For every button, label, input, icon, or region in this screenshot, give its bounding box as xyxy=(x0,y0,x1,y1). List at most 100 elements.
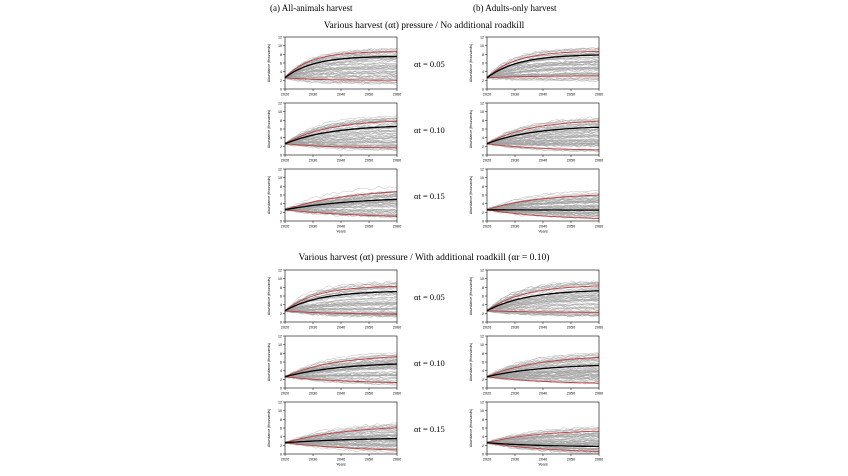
abundance-panel: 0 2 4 6 8 10 12 2020 2030 2040 2050 2060 Abundance (… xyxy=(459,33,603,101)
x-tick-label: 2020 xyxy=(281,225,289,229)
x-tick-label: 2050 xyxy=(365,392,373,396)
simulation-trajectory xyxy=(486,283,600,312)
harvest-level-label: αt = 0.10 xyxy=(414,125,445,135)
simulation-trajectory xyxy=(486,433,600,443)
abundance-plot: 0 2 4 6 8 10 12 2020 2030 2040 2050 2060 Abundance (… xyxy=(469,335,603,396)
simulation-trajectory xyxy=(486,442,600,450)
simulation-trajectory xyxy=(285,193,398,210)
x-tick-label: 2050 xyxy=(567,159,575,163)
abundance-panel: 0 2 4 6 8 10 12 2020 2030 2040 2050 2060 Abundance (… xyxy=(257,99,401,167)
simulation-trajectory xyxy=(486,197,600,210)
simulation-trajectory xyxy=(284,56,398,78)
abundance-panel: 0 2 4 6 8 10 12 2020 2030 2040 2050 2060 Abundance (… xyxy=(257,398,401,467)
simulation-trajectory xyxy=(486,375,600,382)
x-tick-label: 2030 xyxy=(511,458,519,462)
harvest-level-label: αt = 0.05 xyxy=(414,292,445,302)
simulation-trajectory xyxy=(486,307,600,312)
upper-quantile-line xyxy=(284,51,398,79)
simulation-trajectory xyxy=(486,129,600,145)
y-tick-label: 10 xyxy=(278,277,282,281)
y-tick-label: 6 xyxy=(280,427,282,431)
mean-line xyxy=(486,364,600,378)
x-tick-label: 2040 xyxy=(539,225,547,229)
simulation-trajectory xyxy=(486,207,600,210)
lower-quantile-line xyxy=(486,143,600,151)
mean-line xyxy=(284,198,398,211)
x-tick-label: 2030 xyxy=(511,159,519,163)
simulation-trajectory xyxy=(486,351,600,377)
simulation-trajectory xyxy=(284,433,398,444)
simulation-trajectory xyxy=(284,373,398,378)
y-tick-label: 4 xyxy=(280,303,282,307)
abundance-panel: 0 2 4 6 8 10 12 2020 2030 2040 2050 2060 Abundance (… xyxy=(257,165,401,234)
simulation-trajectory xyxy=(486,142,600,147)
column-title-all-animals: (a) All-animals harvest xyxy=(270,3,353,13)
abundance-plot: 0 2 4 6 8 10 12 2020 2030 2040 2050 2060 Abundance (… xyxy=(469,168,603,234)
y-tick-label: 10 xyxy=(278,409,282,413)
y-axis-label: Abundance (thousands) xyxy=(469,176,473,214)
simulation-trajectory xyxy=(284,435,398,444)
upper-quantile-line xyxy=(486,120,600,145)
lower-quantile-line xyxy=(284,209,397,217)
y-tick-label: 10 xyxy=(480,176,484,180)
simulation-trajectory xyxy=(284,202,398,211)
x-axis-label: Years xyxy=(538,463,548,467)
x-tick-label: 2060 xyxy=(595,93,603,97)
x-tick-label: 2020 xyxy=(281,392,289,396)
abundance-panel: 0 2 4 6 8 10 12 2020 2030 2040 2050 2060 Abundance (… xyxy=(459,332,603,400)
abundance-plot: 0 2 4 6 8 10 12 2020 2030 2040 2050 2060 Abundance (… xyxy=(267,269,401,330)
lower-quantile-line xyxy=(284,442,398,451)
x-tick-label: 2040 xyxy=(539,93,547,97)
simulation-trajectory xyxy=(486,291,600,311)
simulation-trajectory xyxy=(284,364,398,378)
simulation-trajectory xyxy=(284,75,398,80)
x-tick-label: 2040 xyxy=(539,159,547,163)
x-tick-label: 2060 xyxy=(595,458,603,462)
x-tick-label: 2030 xyxy=(511,392,519,396)
simulation-trajectory xyxy=(284,302,398,311)
simulation-trajectory xyxy=(284,366,398,377)
x-tick-label: 2040 xyxy=(337,458,345,462)
x-tick-label: 2020 xyxy=(483,326,491,330)
lower-quantile-line xyxy=(284,310,397,315)
x-tick-label: 2020 xyxy=(483,93,491,97)
y-tick-label: 2 xyxy=(482,145,484,149)
x-tick-label: 2030 xyxy=(309,392,317,396)
x-tick-label: 2040 xyxy=(337,93,345,97)
y-tick-label: 2 xyxy=(482,312,484,316)
y-tick-label: 2 xyxy=(280,378,282,382)
mean-line xyxy=(486,126,600,145)
simulation-trajectory xyxy=(486,280,600,310)
y-tick-label: 2 xyxy=(280,79,282,83)
simulation-trajectory xyxy=(284,195,398,210)
abundance-panel: 0 2 4 6 8 10 12 2020 2030 2040 2050 2060 Abundance (… xyxy=(257,266,401,334)
y-tick-label: 2 xyxy=(482,211,484,215)
simulation-trajectory xyxy=(284,352,397,378)
simulation-trajectory xyxy=(486,296,600,311)
abundance-panel: 0 2 4 6 8 10 12 2020 2030 2040 2050 2060 Abundance (… xyxy=(257,332,401,400)
y-tick-label: 12 xyxy=(278,401,282,405)
y-tick-label: 6 xyxy=(280,128,282,132)
simulation-trajectory xyxy=(486,136,600,144)
section-title-no-roadkill: Various harvest (αt) pressure / No addit… xyxy=(323,21,525,31)
simulation-trajectory xyxy=(486,432,600,443)
upper-quantile-line xyxy=(486,285,600,312)
x-tick-label: 2060 xyxy=(393,93,401,97)
y-tick-label: 4 xyxy=(482,202,484,206)
y-tick-label: 10 xyxy=(278,44,282,48)
simulation-trajectory xyxy=(284,296,398,311)
x-tick-label: 2030 xyxy=(309,225,317,229)
x-tick-label: 2040 xyxy=(539,392,547,396)
simulation-trajectory xyxy=(486,193,600,210)
y-tick-label: 0 xyxy=(280,88,282,92)
y-tick-label: 12 xyxy=(480,36,484,40)
simulation-trajectory xyxy=(486,426,600,444)
simulation-trajectory xyxy=(284,65,398,78)
simulation-trajectory xyxy=(486,372,600,378)
y-tick-label: 4 xyxy=(280,369,282,373)
y-tick-label: 12 xyxy=(278,36,282,40)
simulation-trajectory xyxy=(486,190,600,210)
y-tick-label: 12 xyxy=(278,102,282,106)
y-tick-label: 8 xyxy=(482,53,484,57)
simulation-trajectory xyxy=(284,301,398,311)
